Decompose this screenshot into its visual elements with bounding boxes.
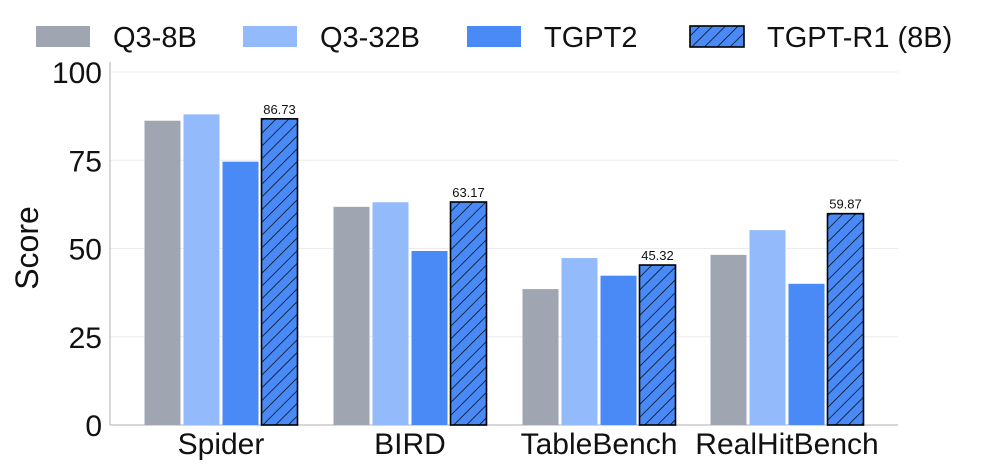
bars bbox=[144, 114, 865, 426]
data-labels: 86.73 63.17 45.32 59.87 bbox=[263, 102, 862, 263]
bar-q3_32b-3 bbox=[749, 230, 786, 425]
y-axis-label: Score bbox=[9, 206, 45, 290]
legend-label: TGPT-R1 (8B) bbox=[767, 22, 952, 54]
bar-tgpt2-3 bbox=[788, 283, 825, 425]
bar-tgpt_r1-2 bbox=[638, 264, 677, 426]
legend-label: TGPT2 bbox=[544, 22, 637, 54]
bar-q3_8b-0 bbox=[144, 120, 181, 426]
y-tick-label: 0 bbox=[85, 410, 102, 443]
bar-q3_32b-1 bbox=[372, 202, 409, 425]
y-tick-label: 75 bbox=[69, 145, 102, 178]
bar-q3_8b-1 bbox=[333, 206, 370, 425]
legend: Q3-8B Q3-32B TGPT2 TGPT-R1 (8B) bbox=[36, 22, 952, 54]
x-tick-label: Spider bbox=[178, 428, 265, 461]
legend-swatch-q3_32b bbox=[243, 26, 297, 47]
bar-tgpt2-2 bbox=[600, 275, 637, 425]
bar-value-label: 86.73 bbox=[263, 102, 296, 117]
bar-tgpt_r1-3 bbox=[826, 212, 865, 426]
legend-label: Q3-8B bbox=[113, 22, 197, 54]
y-tick-label: 100 bbox=[52, 57, 102, 90]
y-tick-label: 25 bbox=[69, 322, 102, 355]
x-tick-label: BIRD bbox=[374, 428, 446, 461]
bar-q3_32b-2 bbox=[561, 258, 598, 425]
legend-swatch-tgpt_r1 bbox=[689, 25, 745, 48]
bar-tgpt2-0 bbox=[222, 161, 259, 426]
bar-value-label: 45.32 bbox=[641, 248, 674, 263]
x-tick-label: RealHitBench bbox=[695, 428, 878, 461]
y-tick-label: 50 bbox=[69, 234, 102, 267]
legend-swatch-tgpt2 bbox=[467, 26, 521, 47]
axes: 0 25 50 75 100 Spider BIRD TableBench RealHitBen… bbox=[52, 57, 898, 461]
bar-value-label: 63.17 bbox=[452, 185, 485, 200]
legend-swatch-q3_8b bbox=[36, 26, 90, 47]
legend-label: Q3-32B bbox=[320, 22, 420, 54]
bar-tgpt_r1-1 bbox=[449, 201, 488, 426]
x-tick-label: TableBench bbox=[521, 428, 678, 461]
bar-q3_8b-2 bbox=[522, 289, 559, 425]
bar-q3_32b-0 bbox=[183, 114, 220, 426]
bar-value-label: 59.87 bbox=[829, 197, 862, 212]
bar-tgpt_r1-0 bbox=[260, 118, 299, 426]
bar-tgpt2-1 bbox=[411, 250, 448, 425]
bar-q3_8b-3 bbox=[710, 254, 747, 425]
